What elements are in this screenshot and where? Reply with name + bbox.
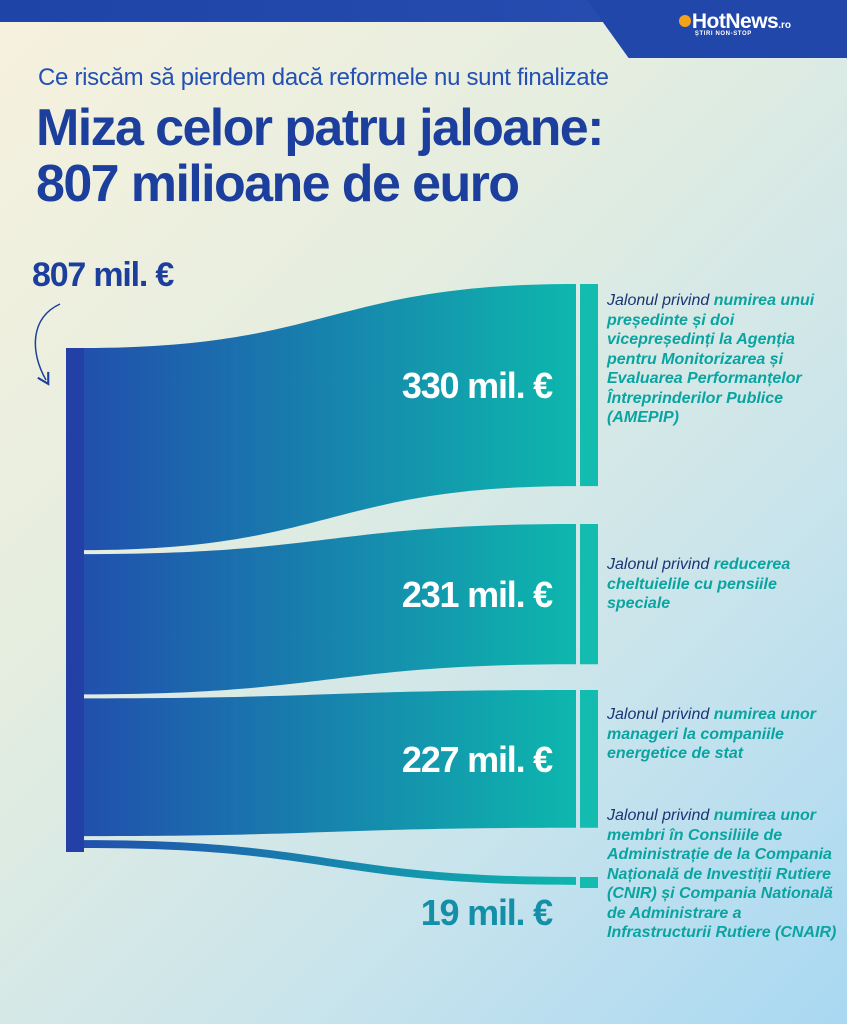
description-highlight: numirea unui președinte și doi vicepreșe… xyxy=(607,292,815,426)
flow-band-4 xyxy=(84,840,576,885)
target-bar-3 xyxy=(580,690,598,828)
target-bar-4 xyxy=(580,877,598,888)
flow-description-3: Jalonul privind numirea unor manageri la… xyxy=(607,705,843,764)
description-prefix: Jalonul privind xyxy=(607,292,714,309)
description-prefix: Jalonul privind xyxy=(607,706,714,723)
chart-title: Miza celor patru jaloane: 807 milioane d… xyxy=(36,100,816,212)
chart-subtitle: Ce riscăm să pierdem dacă reformele nu s… xyxy=(38,64,609,91)
chart-title-line2: 807 milioane de euro xyxy=(36,155,520,213)
description-highlight: numirea unor membri în Consiliile de Adm… xyxy=(607,807,837,941)
flow-description-4: Jalonul privind numirea unor membri în C… xyxy=(607,806,843,943)
description-highlight: numirea unor manageri la companiile ener… xyxy=(607,706,816,762)
sun-icon xyxy=(678,15,691,27)
hotnews-logo[interactable]: HotNews.ro ȘTIRI NON-STOP xyxy=(678,10,791,37)
flow-value-label-1: 330 mil. € xyxy=(402,365,553,406)
flow-value-label-3: 227 mil. € xyxy=(402,739,553,780)
flow-band-3 xyxy=(84,690,576,837)
flow-value-label-4: 19 mil. € xyxy=(421,892,553,933)
brand-tab xyxy=(587,0,847,58)
target-bar-1 xyxy=(580,284,598,487)
description-prefix: Jalonul privind xyxy=(607,807,714,824)
logo-tld: .ro xyxy=(778,20,791,31)
flow-description-1: Jalonul privind numirea unui președinte … xyxy=(607,291,843,428)
flow-band-2 xyxy=(84,524,576,695)
flow-description-2: Jalonul privind reducerea cheltuielile c… xyxy=(607,555,843,614)
flow-band-1 xyxy=(84,284,576,551)
logo-name: HotNews xyxy=(691,10,779,33)
logo-tagline: ȘTIRI NON-STOP xyxy=(694,31,752,37)
description-highlight: reducerea cheltuielile cu pensiile speci… xyxy=(607,556,791,612)
source-bar xyxy=(66,348,84,852)
chart-title-line1: Miza celor patru jaloane: xyxy=(36,99,604,157)
total-value-label: 807 mil. € xyxy=(32,256,174,294)
pointer-arrow xyxy=(34,303,61,386)
description-prefix: Jalonul privind xyxy=(607,556,714,573)
flow-value-label-2: 231 mil. € xyxy=(402,574,553,615)
target-bar-2 xyxy=(580,524,598,665)
